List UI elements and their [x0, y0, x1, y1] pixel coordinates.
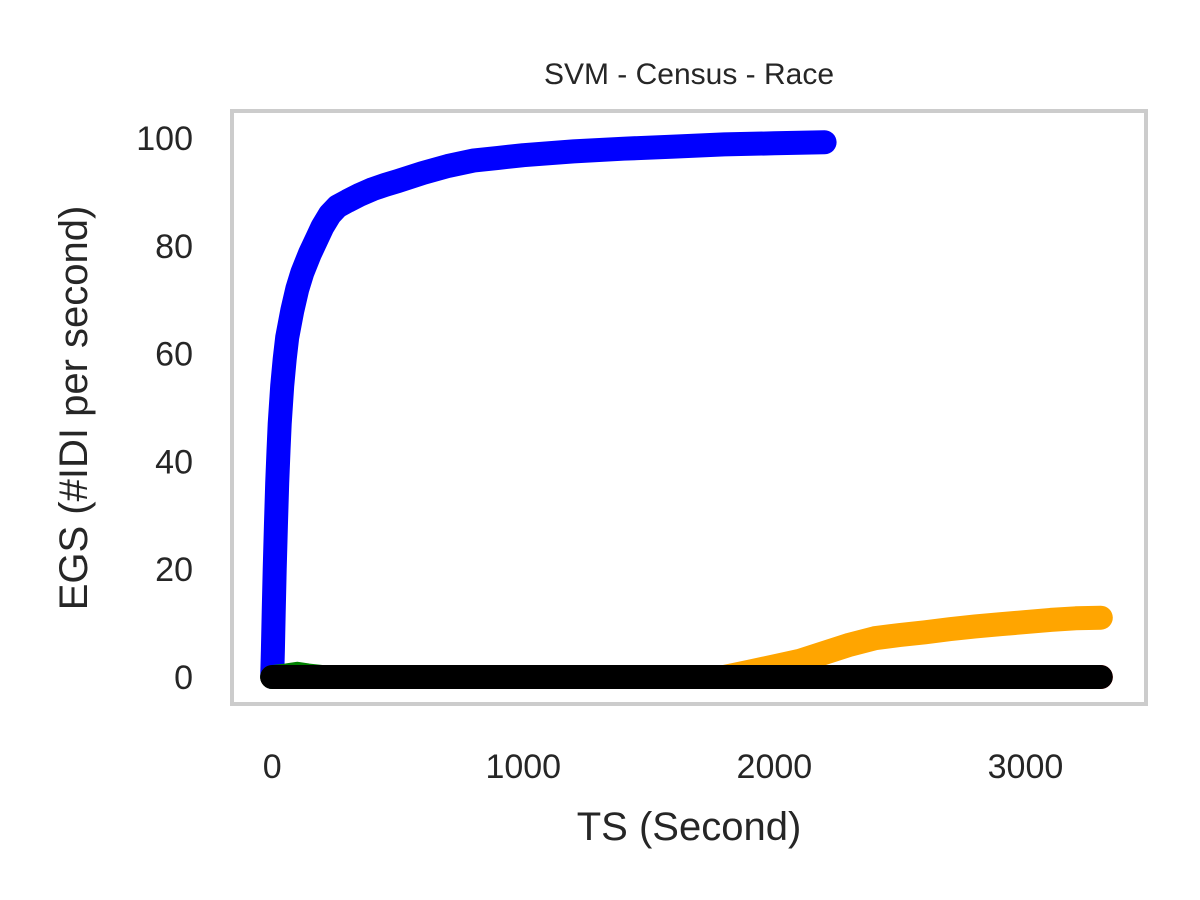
y-tick-label: 0 [174, 659, 193, 697]
y-tick-label: 80 [155, 228, 193, 266]
series-layer [260, 130, 1113, 689]
series-line-2 [260, 130, 837, 689]
plot-area [230, 109, 1148, 706]
plot-frame [230, 109, 1148, 706]
x-axis-label: TS (Second) [577, 805, 802, 849]
x-tick-label: 3000 [988, 748, 1064, 786]
y-tick-label: 60 [155, 336, 193, 374]
x-tick-label: 1000 [485, 748, 561, 786]
y-tick-label: 40 [155, 443, 193, 481]
y-tick-label: 100 [136, 120, 193, 158]
x-tick-label: 2000 [737, 748, 813, 786]
tick-labels: 0 1000 2000 3000 0 20 40 60 80 100 [136, 120, 1063, 786]
y-tick-label: 20 [155, 551, 193, 589]
x-tick-label: 0 [263, 748, 282, 786]
y-axis-label: EGS (#IDI per second) [52, 206, 96, 611]
chart-title: SVM - Census - Race [544, 58, 834, 91]
